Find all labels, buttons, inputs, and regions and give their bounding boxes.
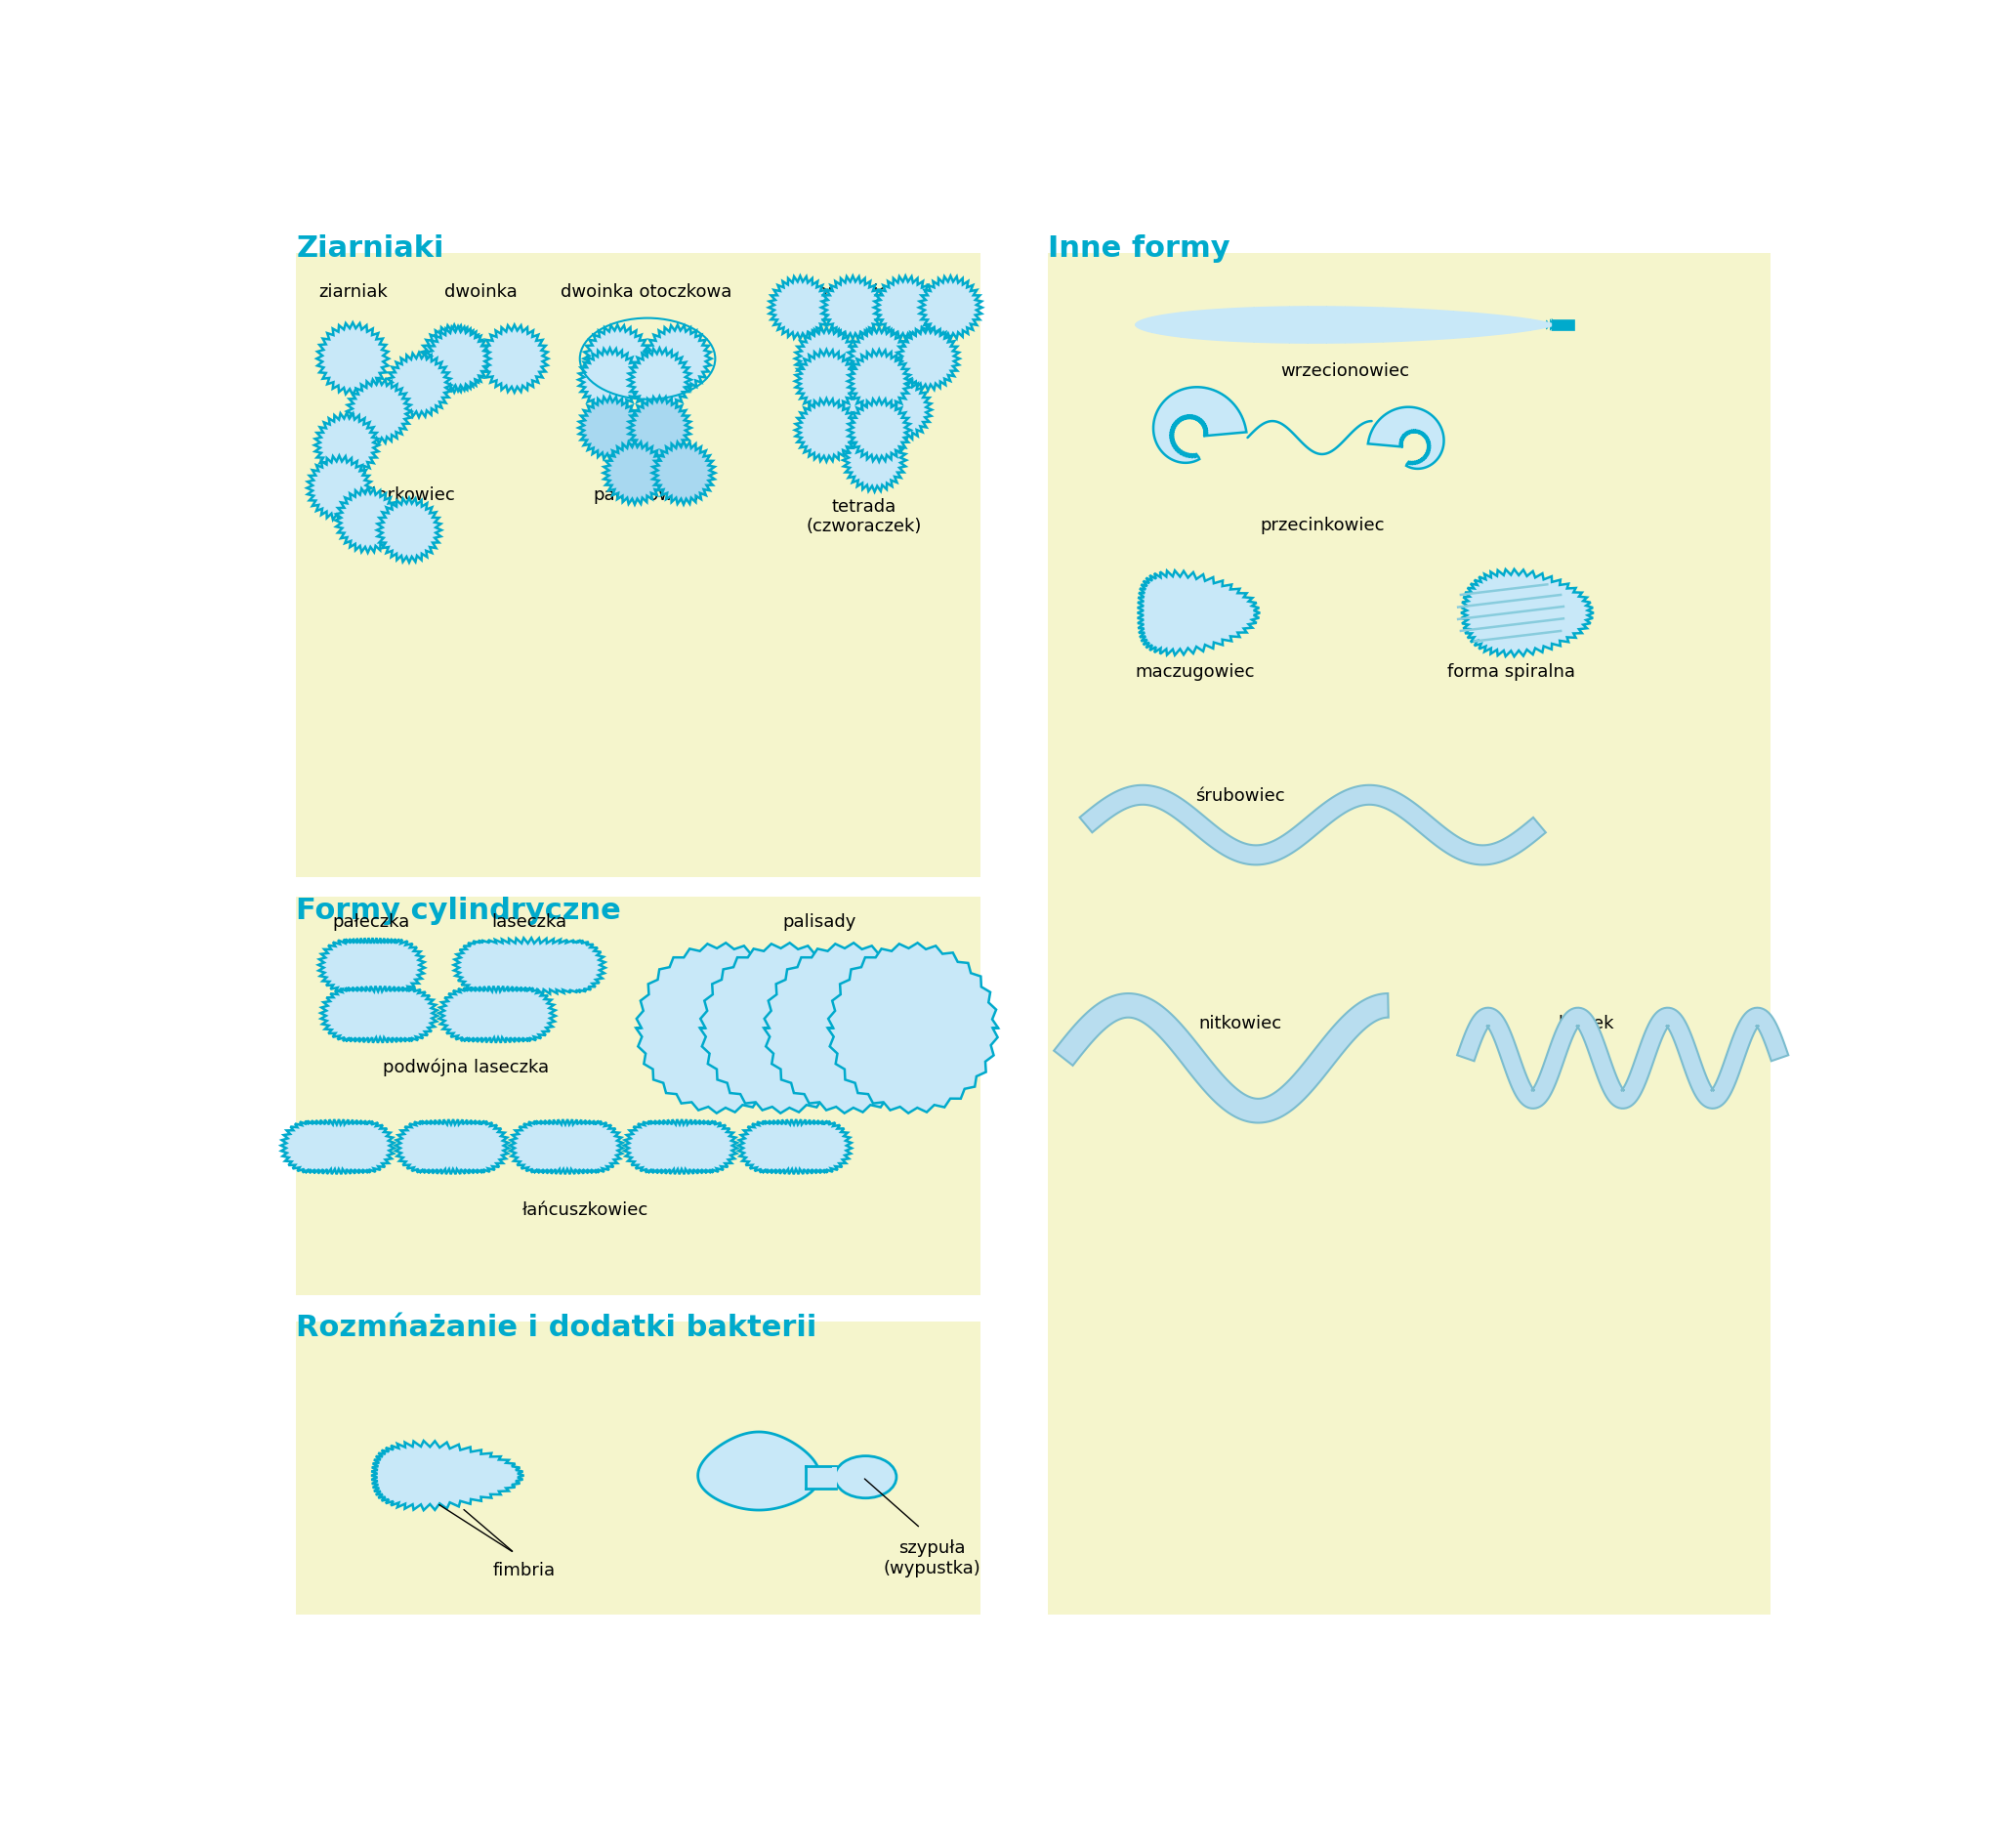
Polygon shape xyxy=(874,275,938,338)
Polygon shape xyxy=(1054,994,1388,1124)
Polygon shape xyxy=(848,399,910,462)
Polygon shape xyxy=(628,395,692,460)
Polygon shape xyxy=(336,488,400,553)
Text: maczugowiec: maczugowiec xyxy=(1136,663,1254,680)
Text: wrzecionowiec: wrzecionowiec xyxy=(1280,362,1410,381)
Polygon shape xyxy=(700,942,870,1112)
FancyBboxPatch shape xyxy=(832,1467,838,1488)
Text: podwójna laseczka: podwójna laseczka xyxy=(382,1059,548,1076)
Text: fimbria: fimbria xyxy=(492,1562,556,1580)
Text: forma spiralna: forma spiralna xyxy=(1446,663,1574,680)
Polygon shape xyxy=(1460,569,1594,656)
Polygon shape xyxy=(1136,307,1556,344)
Polygon shape xyxy=(480,325,548,392)
Polygon shape xyxy=(848,327,910,390)
Polygon shape xyxy=(1368,407,1444,469)
Text: szypuła
(wypustka): szypuła (wypustka) xyxy=(884,1539,980,1578)
Text: pakietowiec: pakietowiec xyxy=(594,486,698,505)
Polygon shape xyxy=(396,1120,508,1173)
Polygon shape xyxy=(794,327,858,390)
Polygon shape xyxy=(822,275,884,338)
Polygon shape xyxy=(644,325,712,392)
Polygon shape xyxy=(768,275,832,338)
Polygon shape xyxy=(828,942,998,1112)
Polygon shape xyxy=(584,325,652,392)
Text: Formy cylindryczne: Formy cylindryczne xyxy=(296,896,622,924)
Text: Inne formy: Inne formy xyxy=(1048,235,1230,262)
Polygon shape xyxy=(628,347,692,412)
Polygon shape xyxy=(604,442,666,505)
Polygon shape xyxy=(420,325,488,392)
Text: łańcuszkowiec: łańcuszkowiec xyxy=(522,1201,648,1218)
Polygon shape xyxy=(386,353,452,418)
Text: Ziarniaki: Ziarniaki xyxy=(296,235,444,262)
Text: przecinkowiec: przecinkowiec xyxy=(1260,517,1386,534)
Polygon shape xyxy=(1458,1007,1788,1109)
Polygon shape xyxy=(844,429,906,492)
Polygon shape xyxy=(818,379,880,442)
Polygon shape xyxy=(868,379,932,442)
Polygon shape xyxy=(280,1120,394,1173)
Polygon shape xyxy=(764,942,934,1112)
Polygon shape xyxy=(314,412,380,477)
Polygon shape xyxy=(376,497,442,562)
FancyBboxPatch shape xyxy=(296,1321,980,1615)
FancyBboxPatch shape xyxy=(296,896,980,1295)
FancyBboxPatch shape xyxy=(296,253,980,878)
Text: ziarniak: ziarniak xyxy=(318,283,388,301)
Polygon shape xyxy=(1154,386,1246,462)
Polygon shape xyxy=(1552,320,1574,331)
Text: dwoinka otoczkowa: dwoinka otoczkowa xyxy=(560,283,732,301)
Polygon shape xyxy=(372,1441,524,1510)
Polygon shape xyxy=(794,349,858,412)
Text: paciorkowiec: paciorkowiec xyxy=(340,486,456,505)
Text: tetrada
(czworaczek): tetrada (czworaczek) xyxy=(806,497,922,536)
Text: dwoinka: dwoinka xyxy=(444,283,518,301)
Polygon shape xyxy=(794,399,858,462)
Polygon shape xyxy=(918,275,982,338)
Polygon shape xyxy=(510,1120,624,1173)
Polygon shape xyxy=(738,1120,852,1173)
Polygon shape xyxy=(346,379,412,444)
Polygon shape xyxy=(438,987,556,1042)
Polygon shape xyxy=(306,456,372,521)
Text: laseczka: laseczka xyxy=(492,913,568,931)
Polygon shape xyxy=(316,323,388,395)
Polygon shape xyxy=(636,942,806,1112)
Polygon shape xyxy=(1138,571,1260,656)
Ellipse shape xyxy=(834,1456,896,1499)
Polygon shape xyxy=(320,987,438,1042)
Polygon shape xyxy=(318,939,424,994)
Polygon shape xyxy=(806,1465,836,1488)
FancyBboxPatch shape xyxy=(1048,253,1770,1615)
Text: nitkowiec: nitkowiec xyxy=(1198,1015,1282,1031)
Polygon shape xyxy=(578,347,642,412)
Polygon shape xyxy=(1080,785,1546,865)
Text: pałeczka: pałeczka xyxy=(332,913,410,931)
Text: gronkowiec: gronkowiec xyxy=(798,283,900,301)
Polygon shape xyxy=(1134,307,1556,344)
Polygon shape xyxy=(896,327,960,390)
Polygon shape xyxy=(578,395,642,460)
Text: krętek: krętek xyxy=(1558,1015,1614,1031)
Text: Rozmńażanie i dodatki bakterii: Rozmńażanie i dodatki bakterii xyxy=(296,1314,818,1342)
Polygon shape xyxy=(454,939,606,994)
Polygon shape xyxy=(698,1432,820,1510)
Polygon shape xyxy=(426,327,490,392)
Polygon shape xyxy=(624,1120,738,1173)
Text: śrubowiec: śrubowiec xyxy=(1196,787,1284,806)
Text: palisady: palisady xyxy=(782,913,856,931)
Polygon shape xyxy=(652,442,716,505)
Polygon shape xyxy=(848,349,910,412)
